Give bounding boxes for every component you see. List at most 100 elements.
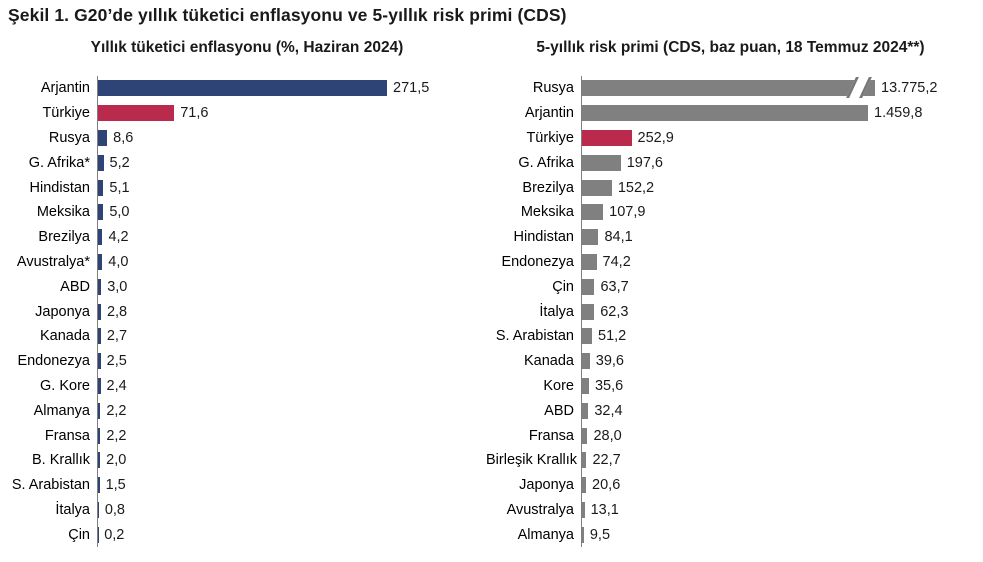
bar xyxy=(98,229,103,246)
bar-row: Birleşik Krallık 22,7 xyxy=(486,447,975,473)
bar xyxy=(98,452,101,469)
bar-row: Brezilya 4,2 xyxy=(8,224,486,250)
value-label: 5,2 xyxy=(109,154,130,171)
bar-row: G. Afrika* 5,2 xyxy=(8,150,486,176)
category-label: Hindistan xyxy=(513,229,574,246)
category-label: Kanada xyxy=(524,353,574,370)
value-label: 2,2 xyxy=(106,402,127,419)
bar-row: Kanada 2,7 xyxy=(8,323,486,349)
category-label: B. Krallık xyxy=(31,452,90,469)
bar-area: 2,4 xyxy=(97,373,486,399)
value-label: 20,6 xyxy=(592,477,621,494)
category-label: Avustralya xyxy=(506,501,574,518)
bar xyxy=(98,303,101,320)
value-label: 13,1 xyxy=(590,501,619,518)
bar-row: İtalya 62,3 xyxy=(486,299,975,324)
bar xyxy=(582,452,587,469)
bar-area: 74,2 xyxy=(581,249,975,275)
bar xyxy=(98,80,387,97)
category-label: Çin xyxy=(552,278,574,295)
bar-area: 5,1 xyxy=(97,175,486,200)
chart-inflation: Yıllık tüketici enflasyonu (%, Haziran 2… xyxy=(8,39,486,548)
bar-area: 71,6 xyxy=(97,100,486,126)
bar-area: 107,9 xyxy=(581,199,975,225)
bar xyxy=(582,253,597,270)
category-label: İtalya xyxy=(539,303,574,320)
bar-area: 35,6 xyxy=(581,373,975,399)
bar-area: 0,2 xyxy=(97,522,486,548)
value-label: 62,3 xyxy=(600,303,629,320)
bar xyxy=(98,328,101,345)
value-label: 28,0 xyxy=(593,427,622,444)
value-label: 35,6 xyxy=(594,377,624,394)
category-label: ABD xyxy=(60,278,90,295)
category-label: Almanya xyxy=(33,402,90,419)
value-label: 271,5 xyxy=(393,80,430,97)
value-label: 0,8 xyxy=(104,501,126,518)
bar xyxy=(582,179,612,196)
value-label: 2,2 xyxy=(106,427,127,444)
bar-row: B. Krallık 2,0 xyxy=(8,447,486,473)
value-label: 2,7 xyxy=(106,328,128,345)
bar-area: 271,5 xyxy=(97,76,486,101)
value-label: 13.775,2 xyxy=(881,80,938,97)
value-label: 1.459,8 xyxy=(874,105,923,122)
bar-area: 252,9 xyxy=(581,125,975,151)
bar-area: 13.775,2 xyxy=(581,76,975,101)
chart-cds-title: 5-yıllık risk primi (CDS, baz puan, 18 T… xyxy=(536,39,925,56)
bar-area: 13,1 xyxy=(581,497,975,523)
bar xyxy=(98,427,101,444)
bar-row: Japonya 20,6 xyxy=(486,472,975,498)
chart-cds-rows: Rusya 13.775,2 Arjantin 1.459,8 Türkiye 252,9… xyxy=(486,76,975,548)
bar xyxy=(98,253,103,270)
bar xyxy=(582,105,868,122)
bar xyxy=(582,229,599,246)
bar xyxy=(582,204,604,221)
bar xyxy=(582,129,632,146)
category-label: Rusya xyxy=(48,129,90,146)
bar-area: 32,4 xyxy=(581,398,975,424)
bar-row: ABD 32,4 xyxy=(486,398,975,424)
value-label: 9,5 xyxy=(589,526,611,543)
bar-row: G. Kore 2,4 xyxy=(8,373,486,399)
category-label: G. Afrika* xyxy=(28,154,90,171)
category-label: Rusya xyxy=(532,80,574,97)
bar xyxy=(582,501,585,518)
chart-inflation-title: Yıllık tüketici enflasyonu (%, Haziran 2… xyxy=(90,39,404,56)
bar-row: Japonya 2,8 xyxy=(8,299,486,324)
bar xyxy=(98,377,101,394)
category-label: Avustralya* xyxy=(16,253,90,270)
category-label: Arjantin xyxy=(524,105,574,122)
value-label: 63,7 xyxy=(600,278,629,295)
value-label: 2,0 xyxy=(106,452,127,469)
charts-container: Yıllık tüketici enflasyonu (%, Haziran 2… xyxy=(0,39,983,548)
bar-area: 9,5 xyxy=(581,522,975,548)
bar xyxy=(582,278,595,295)
bar-area: 62,3 xyxy=(581,299,975,324)
bar-row: Rusya 13.775,2 xyxy=(486,76,975,101)
bar-row: Avustralya* 4,0 xyxy=(8,249,486,275)
bar xyxy=(582,80,875,97)
bar-area: 4,2 xyxy=(97,224,486,250)
bar-area: 1,5 xyxy=(97,472,486,498)
category-label: Meksika xyxy=(520,204,574,221)
bar xyxy=(582,377,589,394)
bar-area: 2,8 xyxy=(97,299,486,324)
bar-area: 8,6 xyxy=(97,125,486,151)
value-label: 4,2 xyxy=(108,229,129,246)
category-label: Hindistan xyxy=(29,179,90,196)
bar-row: Çin 63,7 xyxy=(486,274,975,300)
bar xyxy=(98,204,104,221)
bar-area: 63,7 xyxy=(581,274,975,300)
bar xyxy=(582,427,588,444)
bar-row: Fransa 2,2 xyxy=(8,423,486,448)
bar-area: 152,2 xyxy=(581,175,975,200)
value-label: 8,6 xyxy=(113,129,134,146)
bar xyxy=(582,526,584,543)
category-label: S. Arabistan xyxy=(11,477,90,494)
bar-row: Endonezya 2,5 xyxy=(8,348,486,374)
category-label: İtalya xyxy=(55,501,90,518)
bar-area: 84,1 xyxy=(581,224,975,250)
bar xyxy=(98,353,101,370)
category-label: Çin xyxy=(68,526,90,543)
